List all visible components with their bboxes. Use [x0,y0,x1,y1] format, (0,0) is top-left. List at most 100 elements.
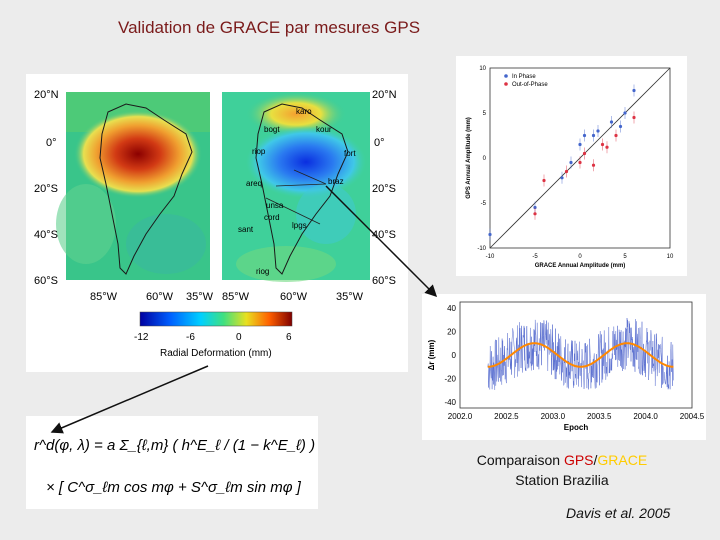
caption-line-2: Station Brazilia [515,472,609,488]
data-point [488,232,492,237]
x-tick-label: 2004.0 [633,412,658,421]
y-axis-label: GPS Annual Amplitude (mm) [466,117,472,199]
data-point [614,133,618,138]
data-point [623,111,627,115]
data-point [600,142,605,147]
lat-label: 0° [46,137,57,149]
y-tick-label: -10 [477,246,486,252]
station-label: riog [256,267,269,276]
x-tick-label: 2003.0 [541,412,566,421]
station-label: braz [328,177,344,186]
station-label: fort [344,149,356,158]
deformation-maps-panel: karo bogt kour riop fort areq braz unsa … [26,74,408,372]
data-point [605,145,609,149]
x-tick-label: 0 [578,254,582,260]
lon-label: 60°W [146,291,174,303]
lat-label: 60°S [372,275,396,287]
continent-outline [99,103,193,275]
gps-map [222,92,370,282]
lat-label: 20°S [372,183,396,195]
caption-gps: GPS [563,452,594,468]
legend-label: In Phase [512,74,536,80]
x-tick-label: -5 [532,254,538,260]
x-axis-label: GRACE Annual Amplitude (mm) [535,263,626,269]
deformation-maps-svg: karo bogt kour riop fort areq braz unsa … [34,89,397,359]
credit: Davis et al. 2005 [566,505,671,521]
data-point [582,133,587,138]
data-point [609,120,614,124]
x-axis-label: Epoch [564,423,589,432]
data-point [542,178,546,183]
station-label: unsa [266,201,284,210]
data-point [591,133,596,138]
formula-line-2: × [ C^σ_ℓm cos mφ + S^σ_ℓm sin mφ ] [46,479,302,496]
amplitude-scatter-chart: -10 -5 0 5 10 -10 -5 0 5 10 GRACE Annual Amplitude… [466,66,674,269]
data-point [569,160,573,165]
x-tick-label: 2002.0 [448,412,473,421]
y-tick-label: 0 [483,156,487,162]
data-point [596,129,600,133]
y-tick-label: 40 [447,304,456,313]
grace-map [56,92,210,280]
y-axis-label: Δr (mm) [427,339,436,370]
x-tick-label: -10 [486,254,495,260]
legend-marker [504,82,508,86]
lat-label: 20°S [34,183,58,195]
data-point [533,205,537,210]
data-point [632,88,636,93]
data-point [578,160,582,165]
x-tick-label: 2002.5 [494,412,519,421]
colorbar [139,311,293,327]
x-tick-label: 2004.5 [680,412,705,421]
amplitude-scatter-panel: -10 -5 0 5 10 -10 -5 0 5 10 GRACE Annual Amplitude… [456,56,687,276]
lon-label: 35°W [186,291,214,303]
slide-title: Validation de GRACE par mesures GPS [118,18,421,37]
lon-label: 60°W [280,291,308,303]
data-point [632,115,636,120]
colorbar-tick: 6 [286,332,292,343]
colorbar-tick: -6 [186,332,195,343]
data-point [591,163,596,167]
y-tick-label: 10 [479,66,486,72]
data-point [533,212,537,216]
continent-outline [255,103,349,275]
lat-label: 60°S [34,275,58,287]
station-label: cord [264,213,280,222]
gps-series-line [487,317,674,390]
legend-marker [504,74,508,78]
brazilia-timeseries-panel: 2002.0 2002.5 2003.0 2003.5 2004.0 2004.5 -40 -… [422,294,706,440]
y-tick-label: -5 [481,201,487,207]
caption-sep: / [593,452,598,468]
colorbar-tick: 0 [236,332,242,343]
deformation-formula: r^d(φ, λ) = a Σ_{ℓ,m} ( h^E_ℓ / (1 − k^E… [26,416,396,509]
legend-label: Out-of-Phase [512,82,548,88]
y-tick-label: -40 [444,398,456,407]
station-label: sant [238,225,254,234]
station-label: areq [246,179,262,188]
y-tick-label: 20 [447,327,456,336]
caption-grace: GRACE [597,452,648,468]
brazilia-timeseries-chart: 2002.0 2002.5 2003.0 2003.5 2004.0 2004.5 -40 -… [427,301,705,432]
x-tick-label: 2003.5 [587,412,612,421]
lat-label: 20°N [372,89,397,101]
lat-label: 0° [374,137,385,149]
station-label: bogt [264,125,280,134]
colorbar-tick: -12 [134,332,149,343]
lon-label: 85°W [90,291,118,303]
colorbar-label: Radial Deformation (mm) [160,348,272,359]
station-label: lpgs [292,221,307,230]
plot-frame [489,67,671,249]
station-label: riop [252,147,266,156]
lon-label: 85°W [222,291,250,303]
caption-prefix: Comparaison [476,452,564,468]
y-tick-label: 0 [452,351,457,360]
data-point [564,169,569,174]
grace-series-line [487,342,674,368]
lat-label: 20°N [34,89,59,101]
x-tick-label: 5 [623,254,627,260]
data-point [578,142,582,147]
station-label: kour [316,125,332,134]
data-point [560,176,564,180]
lat-label: 40°S [34,229,58,241]
formula-line-1: r^d(φ, λ) = a Σ_{ℓ,m} ( h^E_ℓ / (1 − k^E… [34,437,318,454]
